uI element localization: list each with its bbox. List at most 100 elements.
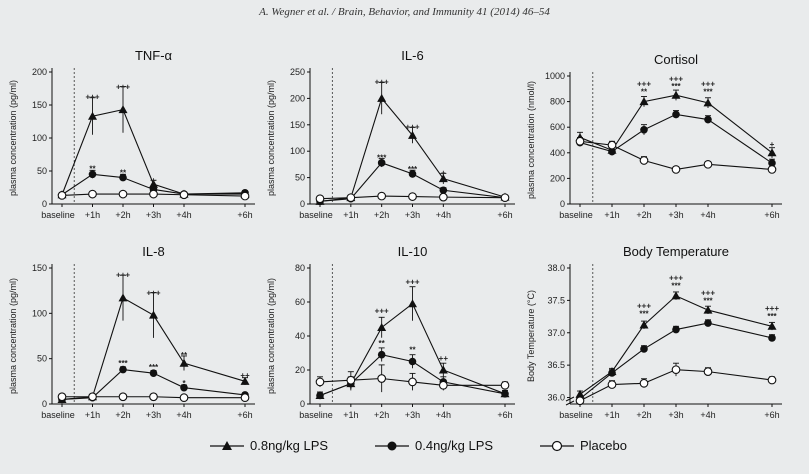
- x-tick-label: baseline: [299, 410, 333, 420]
- x-tick-label: +4h: [436, 410, 451, 420]
- data-point-placebo: [240, 393, 250, 403]
- series-line-placebo: [62, 396, 245, 399]
- significance-label: +++: [405, 122, 419, 131]
- chart-title: TNF-α: [135, 48, 173, 63]
- significance-label: ***: [703, 87, 713, 96]
- data-point-low-lps: [119, 173, 127, 182]
- significance-label: *: [182, 379, 186, 388]
- y-tick-label: 1000: [545, 71, 565, 81]
- x-tick-label: +3h: [146, 210, 161, 220]
- significance-label: ***: [149, 363, 159, 372]
- data-point-high-lps: [767, 321, 777, 330]
- significance-label: +++: [146, 288, 160, 297]
- chart-panel-6: Body Temperature Body Temperature (°C) 36.…: [526, 244, 782, 420]
- data-point-placebo: [149, 392, 158, 402]
- x-tick-label: +4h: [176, 410, 191, 420]
- data-point-high-lps: [438, 174, 448, 183]
- data-point-placebo: [438, 380, 448, 390]
- data-point-high-lps: [377, 323, 387, 331]
- x-tick-label: +1h: [85, 410, 100, 420]
- data-point-placebo: [88, 392, 97, 402]
- data-point-low-lps: [149, 369, 158, 377]
- significance-label: ***: [703, 296, 713, 305]
- data-point-low-lps: [704, 319, 712, 327]
- significance-label: **: [379, 339, 386, 348]
- x-tick-label: +4h: [700, 210, 715, 220]
- y-tick-label: 200: [290, 93, 305, 103]
- data-point-low-lps: [768, 159, 776, 167]
- chart-panel-1: TNF-α plasma concentration (pg/ml) 0 50 100 1…: [8, 48, 255, 220]
- data-point-high-lps: [408, 299, 417, 308]
- data-point-placebo: [377, 191, 387, 201]
- data-point-placebo: [408, 192, 417, 201]
- x-tick-label: +6h: [764, 410, 779, 420]
- data-point-placebo: [315, 377, 325, 387]
- series-line-placebo: [579, 369, 773, 402]
- x-tick-label: +6h: [497, 210, 512, 220]
- series-line-high-lps: [579, 295, 773, 395]
- significance-label: ***: [767, 312, 777, 321]
- y-tick-label: 200: [32, 67, 47, 77]
- x-tick-label: baseline: [41, 210, 75, 220]
- significance-label: ***: [639, 309, 649, 318]
- significance-label: ***: [377, 154, 387, 163]
- data-point-placebo: [703, 159, 713, 169]
- y-axis-label: plasma concentration (pg/ml): [266, 80, 276, 196]
- data-point-placebo: [149, 189, 158, 199]
- legend: 0.8ng/kg LPS 0.4ng/kg LPS Placebo: [200, 438, 680, 462]
- series-line-placebo: [579, 140, 773, 171]
- significance-label: +++: [85, 92, 99, 101]
- chart-title: IL-8: [142, 244, 164, 259]
- series-line-low-lps: [61, 368, 246, 401]
- data-point-high-lps: [118, 105, 128, 114]
- axis-break-mark: [565, 396, 575, 402]
- data-point-placebo: [57, 191, 67, 200]
- x-tick-label: +3h: [405, 210, 420, 220]
- data-point-low-lps: [672, 325, 680, 334]
- series-line-placebo: [319, 377, 505, 386]
- data-point-high-lps: [767, 148, 777, 157]
- x-tick-label: +1h: [85, 210, 100, 220]
- x-tick-label: +6h: [497, 410, 512, 420]
- x-tick-label: +1h: [604, 210, 619, 220]
- x-tick-label: +1h: [343, 210, 358, 220]
- significance-label: +++: [701, 80, 715, 89]
- data-point-low-lps: [119, 365, 127, 374]
- significance-label: +: [770, 140, 775, 149]
- y-axis-label: plasma concentration (nmol/l): [526, 81, 536, 199]
- significance-label: **: [409, 346, 416, 355]
- series-line-placebo: [319, 195, 506, 200]
- data-point-placebo: [607, 380, 617, 389]
- y-tick-label: 100: [290, 146, 305, 156]
- data-point-low-lps: [180, 383, 188, 392]
- significance-label: +++: [637, 302, 651, 311]
- y-tick-label: 600: [550, 122, 565, 132]
- series-line-high-lps: [319, 97, 506, 202]
- journal-header: A. Wegner et al. / Brain, Behavior, and …: [259, 6, 550, 18]
- chart-title: Body Temperature: [623, 244, 729, 259]
- significance-label: ***: [408, 165, 418, 174]
- significance-label: +++: [116, 83, 130, 92]
- data-point-placebo: [88, 189, 97, 199]
- x-tick-label: +3h: [668, 210, 683, 220]
- y-tick-label: 150: [32, 100, 47, 110]
- y-tick-label: 80: [295, 263, 305, 273]
- y-tick-label: 50: [295, 173, 305, 183]
- chart-title: IL-10: [398, 244, 428, 259]
- x-tick-label: baseline: [299, 210, 333, 220]
- y-tick-label: 150: [32, 263, 47, 273]
- x-tick-label: baseline: [41, 410, 75, 420]
- data-point-placebo: [639, 156, 649, 165]
- y-tick-label: 50: [37, 166, 47, 176]
- data-point-placebo: [671, 365, 681, 375]
- legend-label-placebo: Placebo: [580, 438, 627, 453]
- y-tick-label: 37.5: [547, 295, 565, 305]
- chart-title: Cortisol: [654, 52, 698, 67]
- significance-label: +: [151, 176, 156, 185]
- data-point-placebo: [179, 393, 189, 403]
- data-point-placebo: [500, 193, 510, 203]
- y-tick-label: 60: [295, 297, 305, 307]
- data-point-high-lps: [118, 293, 128, 302]
- y-tick-label: 50: [37, 354, 47, 364]
- x-tick-label: +2h: [374, 210, 389, 220]
